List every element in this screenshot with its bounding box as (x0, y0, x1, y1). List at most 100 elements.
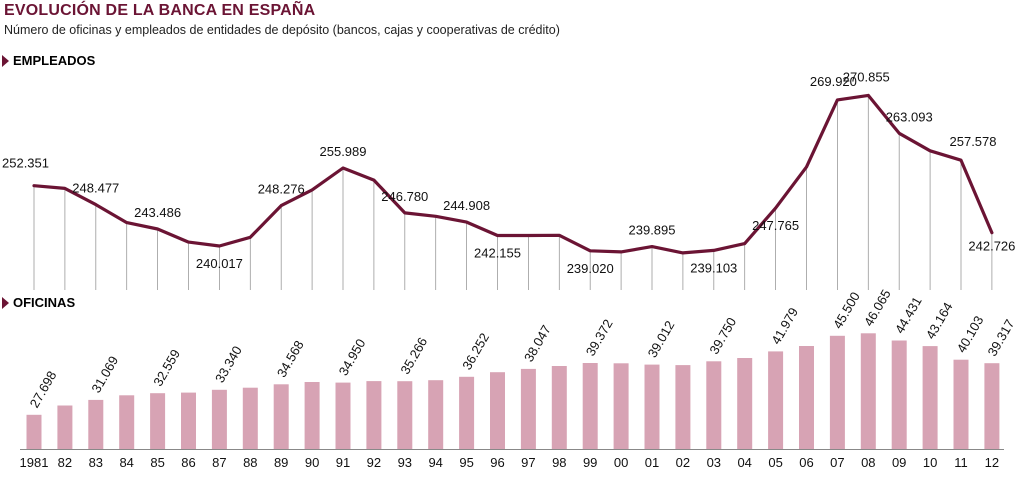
x-tick-label: 06 (799, 455, 813, 470)
oficinas-data-label: 39.750 (706, 315, 739, 357)
empleados-data-label: 244.908 (443, 198, 490, 213)
x-tick-label: 1981 (20, 455, 49, 470)
x-tick-label: 91 (336, 455, 350, 470)
empleados-data-label: 270.855 (843, 69, 890, 84)
oficinas-data-label: 41.979 (768, 305, 801, 347)
x-tick-label: 93 (398, 455, 412, 470)
oficinas-data-label: 39.012 (645, 318, 678, 360)
oficinas-bar (366, 381, 382, 449)
empleados-data-label: 242.155 (474, 246, 521, 261)
oficinas-bar (644, 364, 660, 449)
oficinas-bar (675, 365, 691, 449)
oficinas-bar (304, 382, 320, 449)
empleados-data-label: 239.020 (567, 261, 614, 276)
section-oficinas-label: OFICINAS (13, 295, 76, 310)
empleados-data-label: 252.351 (2, 156, 49, 171)
x-tick-label: 00 (614, 455, 628, 470)
oficinas-bar (335, 382, 351, 449)
empleados-data-label: 247.765 (752, 218, 799, 233)
x-tick-label: 05 (768, 455, 782, 470)
oficinas-data-label: 43.164 (923, 300, 956, 342)
oficinas-bar (242, 387, 258, 449)
x-tick-label: 03 (707, 455, 721, 470)
section-empleados-label: EMPLEADOS (13, 53, 96, 68)
x-tick-label: 09 (892, 455, 906, 470)
oficinas-data-label: 32.559 (150, 347, 183, 389)
oficinas-data-label: 44.431 (892, 294, 925, 336)
x-tick-label: 96 (490, 455, 504, 470)
x-tick-label: 08 (861, 455, 875, 470)
oficinas-bar (799, 346, 814, 449)
x-tick-label: 02 (676, 455, 690, 470)
oficinas-data-label: 27.698 (27, 368, 60, 410)
x-tick-label: 92 (367, 455, 381, 470)
oficinas-bar (551, 366, 567, 449)
oficinas-data-label: 39.317 (985, 317, 1018, 359)
empleados-data-label: 269.920 (810, 74, 857, 89)
x-tick-label: 97 (521, 455, 535, 470)
x-tick-label: 99 (583, 455, 597, 470)
oficinas-bar (397, 381, 413, 449)
empleados-data-label: 248.276 (258, 182, 305, 197)
oficinas-bar (490, 372, 505, 449)
empleados-data-label: 243.486 (134, 205, 181, 220)
oficinas-bar (737, 358, 753, 449)
x-tick-label: 01 (645, 455, 659, 470)
empleados-series-line (32, 93, 994, 255)
empleados-data-label: 257.578 (950, 134, 997, 149)
oficinas-data-label: 40.103 (954, 313, 987, 355)
oficinas-bar (706, 361, 722, 449)
triangle-marker-icon (2, 54, 9, 67)
empleados-data-label: 239.103 (690, 260, 737, 275)
section-oficinas: OFICINAS (2, 295, 75, 310)
oficinas-data-label: 46.065 (861, 287, 894, 329)
section-empleados: EMPLEADOS (2, 53, 95, 68)
oficinas-bar (953, 359, 969, 449)
oficinas-data-label: 36.252 (459, 330, 492, 372)
oficinas-bar (860, 333, 876, 449)
oficinas-bar (984, 363, 1000, 449)
triangle-marker-icon (2, 296, 9, 309)
empleados-data-label: 263.093 (886, 109, 933, 124)
oficinas-bar (459, 376, 475, 449)
oficinas-bar (88, 399, 104, 449)
x-tick-label: 89 (274, 455, 288, 470)
chart-subtitle: Número de oficinas y empleados de entida… (4, 23, 560, 37)
oficinas-bar (211, 389, 227, 449)
oficinas-data-label: 34.950 (336, 336, 369, 378)
oficinas-bar (150, 393, 166, 449)
x-tick-label: 12 (985, 455, 999, 470)
x-tick-label: 83 (89, 455, 103, 470)
x-tick-label: 98 (552, 455, 566, 470)
x-tick-label: 95 (459, 455, 473, 470)
oficinas-bar (428, 380, 444, 449)
oficinas-bar (181, 392, 196, 449)
oficinas-data-label: 31.069 (88, 353, 121, 395)
x-tick-label: 94 (428, 455, 442, 470)
empleados-data-label: 239.895 (629, 223, 676, 238)
oficinas-bar (613, 363, 629, 449)
empleados-data-label: 248.477 (72, 181, 119, 196)
oficinas-bar (520, 368, 536, 449)
oficinas-bar (26, 414, 42, 449)
oficinas-bar (582, 363, 598, 449)
oficinas-bar (829, 335, 845, 449)
oficinas-bar (768, 351, 784, 449)
oficinas-data-label: 34.568 (274, 338, 307, 380)
x-tick-label: 88 (243, 455, 257, 470)
oficinas-bar (273, 384, 289, 449)
oficinas-data-label: 45.500 (830, 289, 863, 331)
x-tick-label: 85 (150, 455, 164, 470)
oficinas-data-label: 35.266 (397, 335, 430, 377)
x-tick-label: 90 (305, 455, 319, 470)
oficinas-bar (891, 340, 907, 449)
x-tick-label: 10 (923, 455, 937, 470)
x-tick-label: 84 (119, 455, 133, 470)
oficinas-bar (119, 395, 135, 449)
empleados-data-label: 240.017 (196, 256, 243, 271)
oficinas-bar (57, 405, 73, 449)
oficinas-bar (922, 346, 938, 449)
oficinas-data-label: 39.372 (583, 317, 616, 359)
x-tick-label: 87 (212, 455, 226, 470)
